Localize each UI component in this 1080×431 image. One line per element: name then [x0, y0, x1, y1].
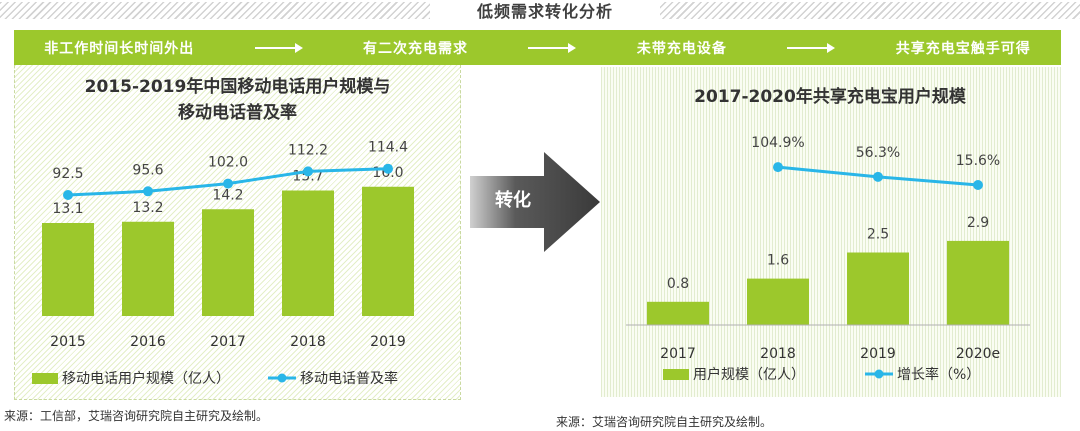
right-chart-title: 2017-2020年共享充电宝用户规模 [694, 87, 966, 107]
bar-value-label: 13.2 [132, 200, 163, 216]
legend-bar-swatch [32, 372, 58, 384]
source-note-right: 来源：艾瑞咨询研究院自主研究及绘制。 [556, 415, 773, 429]
rate-point [873, 171, 883, 182]
left-chart-legend: 移动电话用户规模（亿人） 移动电话普及率 [32, 368, 436, 388]
legend-item-bar: 用户规模（亿人） [663, 364, 805, 384]
rate-point [223, 178, 233, 189]
x-tick-label: 2015 [50, 334, 86, 350]
bar-value-label: 2.5 [867, 227, 889, 243]
rate-value-label: 95.6 [132, 162, 163, 178]
rate-point [303, 166, 313, 177]
flow-step-4: 共享充电宝触手可得 [895, 40, 1031, 57]
transition-label: 转化 [495, 190, 531, 211]
bar-2016 [122, 221, 174, 316]
legend-line-swatch [865, 369, 893, 379]
legend-line-label: 移动电话普及率 [300, 371, 398, 387]
flow-arrow-icon [787, 42, 836, 53]
rate-value-label: 104.9% [751, 135, 804, 151]
rate-point [63, 190, 73, 200]
left-chart-title-line-2: 移动电话普及率 [178, 103, 297, 123]
x-tick-label: 2017 [210, 334, 246, 350]
x-tick-label: 2018 [760, 346, 796, 362]
bar-value-label: 0.8 [667, 276, 689, 292]
bar-2015 [42, 223, 94, 316]
rate-value-label: 112.2 [288, 142, 328, 158]
x-tick-label: 2017 [660, 346, 696, 362]
rate-point [143, 186, 153, 197]
page-title: 低频需求转化分析 [430, 0, 660, 23]
flow-arrow-icon [528, 42, 577, 53]
left-chart-title-line-1: 2015-2019年中国移动电话用户规模与 [84, 77, 391, 97]
right-chart-legend: 用户规模（亿人） 增长率（%） [663, 364, 1018, 384]
bar-value-label: 2.9 [967, 215, 989, 231]
left-chart-title: 2015-2019年中国移动电话用户规模与 移动电话普及率 [14, 74, 461, 126]
x-tick-label: 2019 [370, 334, 406, 350]
rate-value-label: 92.5 [52, 166, 83, 182]
bar-value-label: 13.1 [52, 201, 83, 217]
x-tick-label: 2019 [860, 346, 896, 362]
x-tick-label: 2018 [290, 334, 326, 350]
legend-line-label: 增长率（%） [897, 367, 981, 383]
rate-point [773, 162, 783, 173]
flow-step-3: 未带充电设备 [636, 40, 727, 57]
legend-bar-swatch [663, 368, 689, 380]
x-tick-label: 2020e [956, 346, 1000, 362]
rate-value-label: 102.0 [208, 155, 248, 171]
x-tick-label: 2016 [130, 334, 166, 350]
bar-2020e [947, 240, 1009, 325]
flow-arrow-icon [254, 42, 303, 53]
bar-2018 [282, 190, 334, 316]
legend-item-bar: 移动电话用户规模（亿人） [32, 368, 230, 388]
flow-bar: 非工作时间长时间外出 有二次充电需求 未带充电设备 共享充电宝触手可得 [14, 30, 1061, 65]
bar-2017 [647, 301, 709, 325]
bar-2019 [362, 186, 414, 316]
legend-bar-label: 用户规模（亿人） [693, 367, 805, 383]
rate-value-label: 56.3% [856, 145, 900, 161]
legend-item-line: 移动电话普及率 [268, 368, 398, 388]
rate-point [973, 180, 983, 190]
bar-2019 [847, 252, 909, 325]
source-note-left: 来源：工信部，艾瑞咨询研究院自主研究及绘制。 [4, 409, 269, 423]
bar-2017 [202, 209, 254, 316]
bar-2018 [747, 278, 809, 325]
rate-value-label: 15.6% [956, 153, 1000, 169]
rate-point [383, 163, 393, 174]
legend-bar-label: 移动电话用户规模（亿人） [62, 371, 230, 387]
legend-line-swatch [268, 373, 296, 383]
rate-value-label: 114.4 [368, 140, 408, 156]
transition-arrow-icon [470, 152, 600, 252]
flow-step-1: 非工作时间长时间外出 [44, 40, 195, 57]
right-chart-panel [600, 66, 1062, 398]
legend-item-line: 增长率（%） [865, 364, 980, 384]
bar-value-label: 14.2 [212, 187, 243, 203]
flow-step-2: 有二次充电需求 [363, 40, 469, 57]
bar-value-label: 1.6 [767, 253, 789, 269]
